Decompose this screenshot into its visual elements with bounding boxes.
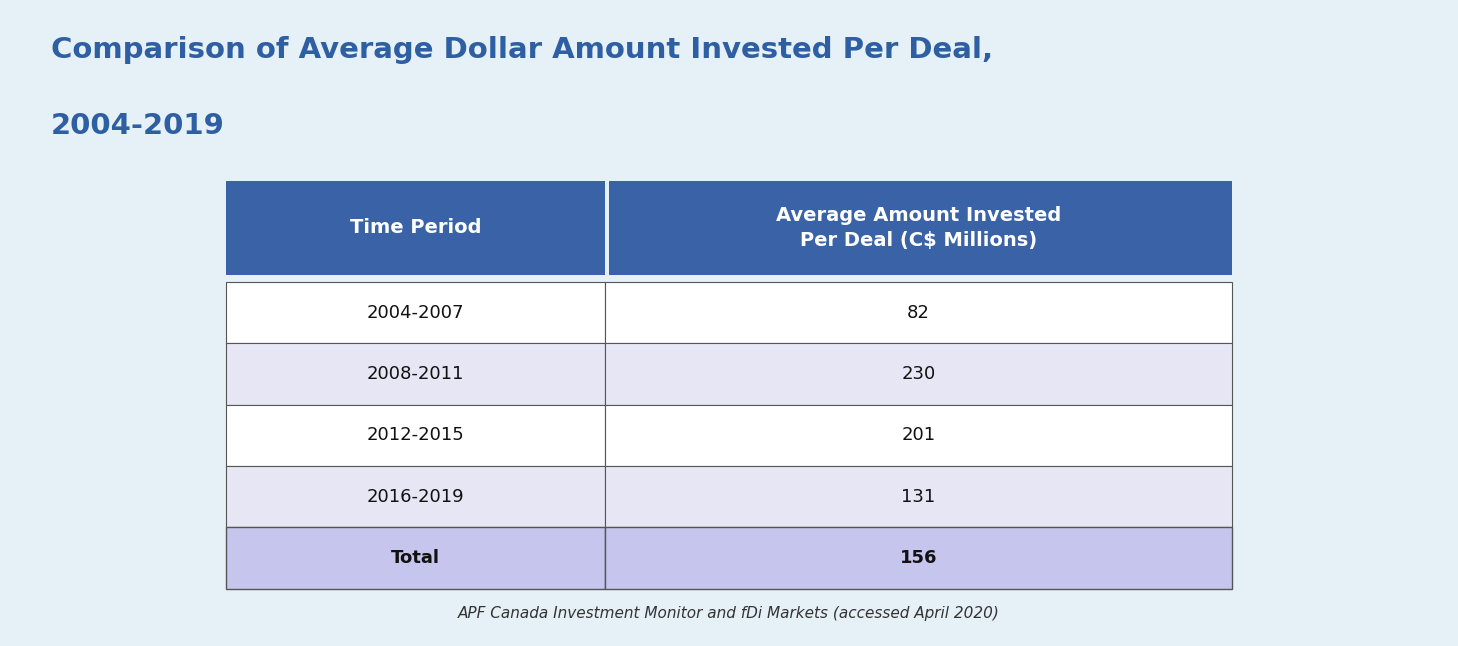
FancyBboxPatch shape	[605, 405, 1232, 466]
FancyBboxPatch shape	[605, 466, 1232, 527]
Text: 82: 82	[907, 304, 930, 322]
Text: 2012-2015: 2012-2015	[366, 426, 465, 444]
Text: Average Amount Invested
Per Deal (C$ Millions): Average Amount Invested Per Deal (C$ Mil…	[776, 206, 1061, 250]
FancyBboxPatch shape	[226, 344, 605, 405]
Text: Time Period: Time Period	[350, 218, 481, 238]
FancyBboxPatch shape	[226, 466, 605, 527]
FancyBboxPatch shape	[226, 527, 605, 589]
Text: 156: 156	[900, 549, 937, 567]
Text: Total: Total	[391, 549, 440, 567]
Text: 2008-2011: 2008-2011	[367, 365, 464, 383]
FancyBboxPatch shape	[605, 282, 1232, 344]
Text: 230: 230	[901, 365, 936, 383]
Text: 201: 201	[901, 426, 936, 444]
FancyBboxPatch shape	[226, 282, 605, 344]
FancyBboxPatch shape	[226, 405, 605, 466]
FancyBboxPatch shape	[609, 181, 1232, 275]
Text: 131: 131	[901, 488, 936, 506]
Text: APF Canada Investment Monitor and fDi Markets (accessed April 2020): APF Canada Investment Monitor and fDi Ma…	[458, 606, 1000, 621]
FancyBboxPatch shape	[226, 181, 605, 275]
Text: 2004-2007: 2004-2007	[367, 304, 464, 322]
Text: 2016-2019: 2016-2019	[367, 488, 464, 506]
Text: Comparison of Average Dollar Amount Invested Per Deal,: Comparison of Average Dollar Amount Inve…	[51, 36, 993, 64]
FancyBboxPatch shape	[605, 344, 1232, 405]
FancyBboxPatch shape	[605, 527, 1232, 589]
Text: 2004-2019: 2004-2019	[51, 112, 225, 140]
